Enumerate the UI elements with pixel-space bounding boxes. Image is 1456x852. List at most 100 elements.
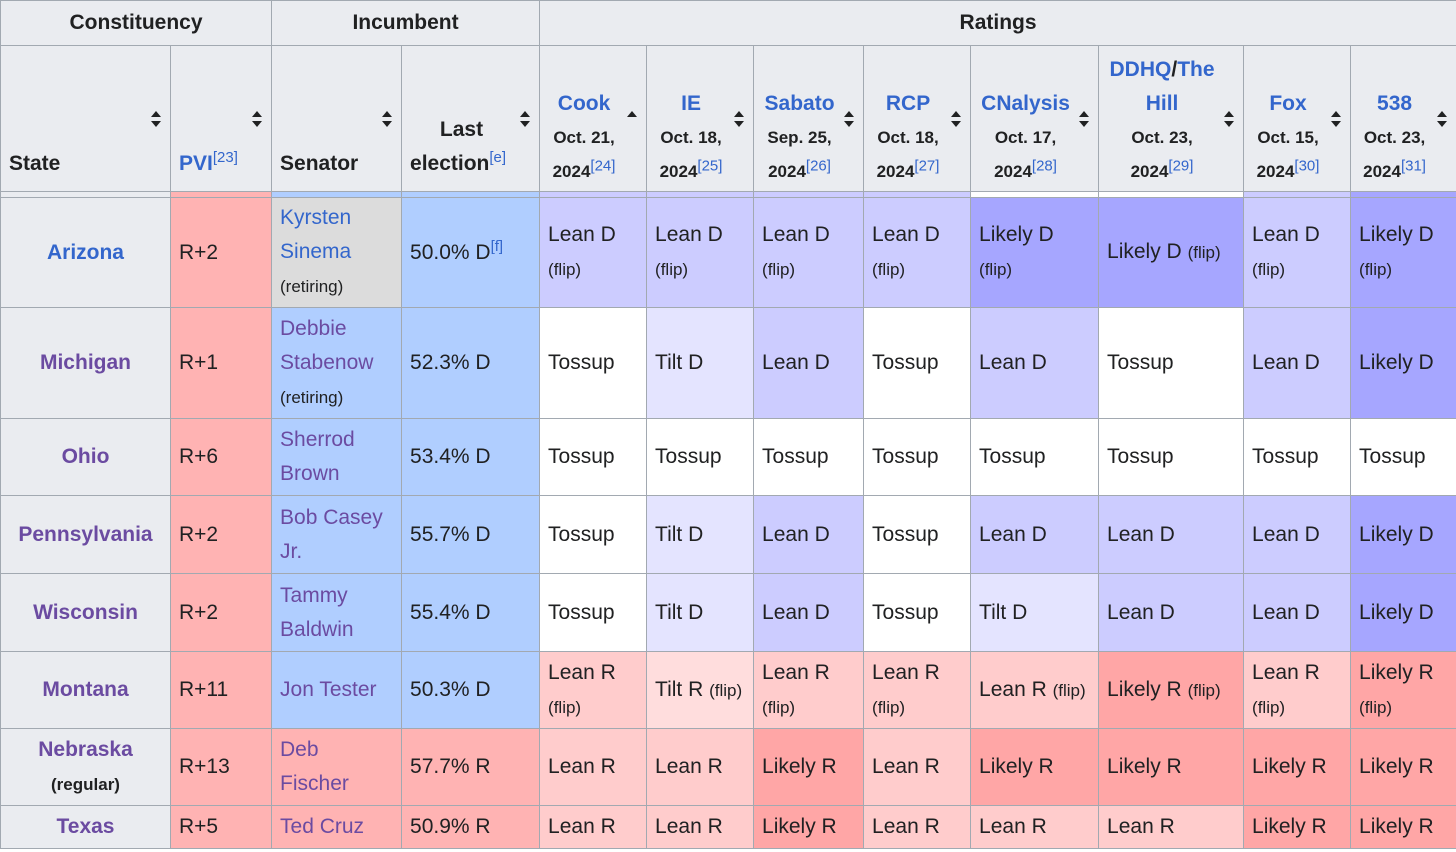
rating-cell: Lean D [1243, 495, 1352, 574]
source-link[interactable]: 538 [1377, 92, 1413, 115]
source-link[interactable]: Cook [557, 92, 611, 115]
source-link[interactable]: Sabato [764, 92, 835, 115]
sort-arrows-icon[interactable] [151, 110, 161, 128]
source-ref-link[interactable]: [26] [805, 157, 831, 175]
senator-link[interactable]: Ted Cruz [280, 815, 365, 838]
sort-arrows-icon[interactable] [382, 110, 393, 128]
source-ref-link[interactable]: [29] [1168, 157, 1194, 175]
source-header-cnalysis[interactable]: CNalysis Oct. 17, 2024[28] [970, 45, 1100, 192]
rating-value: Lean D [762, 522, 830, 546]
rating-cell: Likely R [1350, 728, 1456, 806]
source-ref-link[interactable]: [28] [1031, 157, 1057, 175]
sort-arrows-icon[interactable] [1437, 110, 1448, 128]
source-header-fox[interactable]: Fox Oct. 15, 2024[30] [1243, 45, 1352, 192]
source-header-ddhq-the-hill[interactable]: DDHQ/The Hill Oct. 23, 2024[29] [1098, 45, 1245, 192]
senator-link[interactable]: Debbie Stabenow [280, 316, 374, 374]
source-header-rcp[interactable]: RCP Oct. 18, 2024[27] [863, 45, 972, 192]
pvi-cell: R+2 [169, 573, 273, 652]
state-link[interactable]: Montana [42, 678, 129, 701]
source-link[interactable]: CNalysis [981, 92, 1070, 115]
rating-value: Lean R [655, 815, 723, 838]
source-header-sabato[interactable]: Sabato Sep. 25, 2024[26] [753, 45, 865, 192]
rating-cell: Tilt D [970, 573, 1100, 652]
senator-cell: Bob Casey Jr. [271, 495, 403, 574]
flip-note: (flip) [762, 697, 796, 717]
footnote-ref-link[interactable]: [f] [490, 237, 504, 255]
senator-link[interactable]: Tammy Baldwin [280, 583, 354, 641]
source-header-538[interactable]: 538 Oct. 23, 2024[31] [1350, 45, 1456, 192]
senator-link[interactable]: Sherrod Brown [280, 428, 355, 485]
sort-arrows-icon[interactable] [1224, 110, 1235, 128]
state-link[interactable]: Ohio [61, 445, 110, 468]
source-ref-link[interactable]: [25] [697, 157, 723, 175]
rating-cell: Lean R [539, 728, 648, 806]
pvi-cell: R+11 [169, 651, 273, 729]
rating-value: Likely D [1107, 240, 1182, 263]
source-link[interactable]: Fox [1269, 92, 1307, 115]
pvi-ref-link[interactable]: [23] [212, 149, 238, 166]
sort-arrows-icon[interactable] [734, 110, 745, 128]
sort-arrows-icon[interactable] [951, 110, 962, 128]
rating-value: Lean D [1252, 351, 1320, 374]
state-link[interactable]: Nebraska [38, 737, 133, 761]
rating-value: Tilt D [655, 600, 704, 624]
senator-link[interactable]: Kyrsten Sinema [280, 206, 352, 263]
state-cell: Texas [0, 805, 171, 849]
senator-link[interactable]: Jon Tester [280, 678, 377, 701]
pvi-cell: R+1 [169, 307, 273, 419]
flip-note: (flip) [709, 680, 743, 700]
source-header-cook[interactable]: Cook Oct. 21, 2024[24] [539, 45, 648, 192]
rating-value: Tilt D [655, 522, 704, 546]
state-link[interactable]: Texas [56, 815, 115, 838]
pvi-header-link[interactable]: PVI [179, 152, 213, 175]
rating-value: Tossup [979, 445, 1046, 468]
rating-cell: Likely D [1350, 495, 1456, 574]
senator-cell: Kyrsten Sinema (retiring) [271, 197, 403, 308]
flip-note: (flip) [1359, 697, 1393, 717]
rating-value: Likely R [762, 815, 837, 838]
source-date: Oct. 18, 2024 [659, 128, 722, 181]
sort-arrows-icon[interactable] [1079, 110, 1090, 128]
sort-arrows-icon[interactable] [520, 110, 531, 128]
rating-value: Lean R [872, 815, 940, 838]
last-election-value: 55.7% D [410, 522, 491, 546]
sort-ascending-icon[interactable] [627, 110, 638, 128]
senator-cell: Debbie Stabenow (retiring) [271, 307, 403, 419]
senator-link[interactable]: Bob Casey Jr. [280, 505, 383, 563]
sort-arrows-icon[interactable] [252, 110, 263, 128]
source-link[interactable]: RCP [885, 92, 931, 115]
last-election-value: 50.9% R [410, 815, 491, 838]
last-election-column-header[interactable]: Last election[e] [401, 45, 541, 192]
rating-value: Likely R [1359, 660, 1434, 684]
rating-cell: Lean D (flip) [753, 197, 865, 308]
state-link[interactable]: Pennsylvania [18, 522, 153, 546]
rating-value: Lean D [1252, 522, 1320, 546]
source-ref-link[interactable]: [31] [1400, 157, 1426, 175]
last-election-ref-link[interactable]: [e] [489, 149, 507, 166]
sort-arrows-icon[interactable] [844, 110, 855, 128]
source-link-ddhq[interactable]: DDHQ [1109, 58, 1172, 81]
source-ref-link[interactable]: [30] [1294, 157, 1320, 175]
pvi-cell: R+6 [169, 418, 273, 496]
flip-note: (flip) [548, 260, 582, 279]
state-link[interactable]: Michigan [39, 351, 131, 374]
rating-cell: Likely D (flip) [1350, 197, 1456, 308]
source-ref-link[interactable]: [24] [590, 157, 616, 175]
state-link[interactable]: Wisconsin [33, 600, 138, 624]
sort-arrows-icon[interactable] [1331, 110, 1342, 128]
pvi-cell: R+13 [169, 728, 273, 806]
rating-cell: Likely R (flip) [1098, 651, 1245, 729]
source-link[interactable]: IE [681, 92, 701, 115]
senator-column-header[interactable]: Senator [271, 45, 403, 192]
state-column-header[interactable]: State [0, 45, 171, 192]
rating-value: Lean R [979, 815, 1047, 838]
source-header-ie[interactable]: IE Oct. 18, 2024[25] [646, 45, 755, 192]
rating-value: Likely D [1359, 600, 1434, 624]
state-cell: Michigan [0, 307, 171, 419]
source-ref-link[interactable]: [27] [914, 157, 940, 175]
pvi-column-header[interactable]: PVI[23] [169, 45, 273, 192]
state-link[interactable]: Arizona [46, 240, 124, 264]
source-link-the-hill[interactable]: The Hill [1145, 58, 1215, 115]
senator-link[interactable]: Deb Fischer [280, 738, 349, 795]
